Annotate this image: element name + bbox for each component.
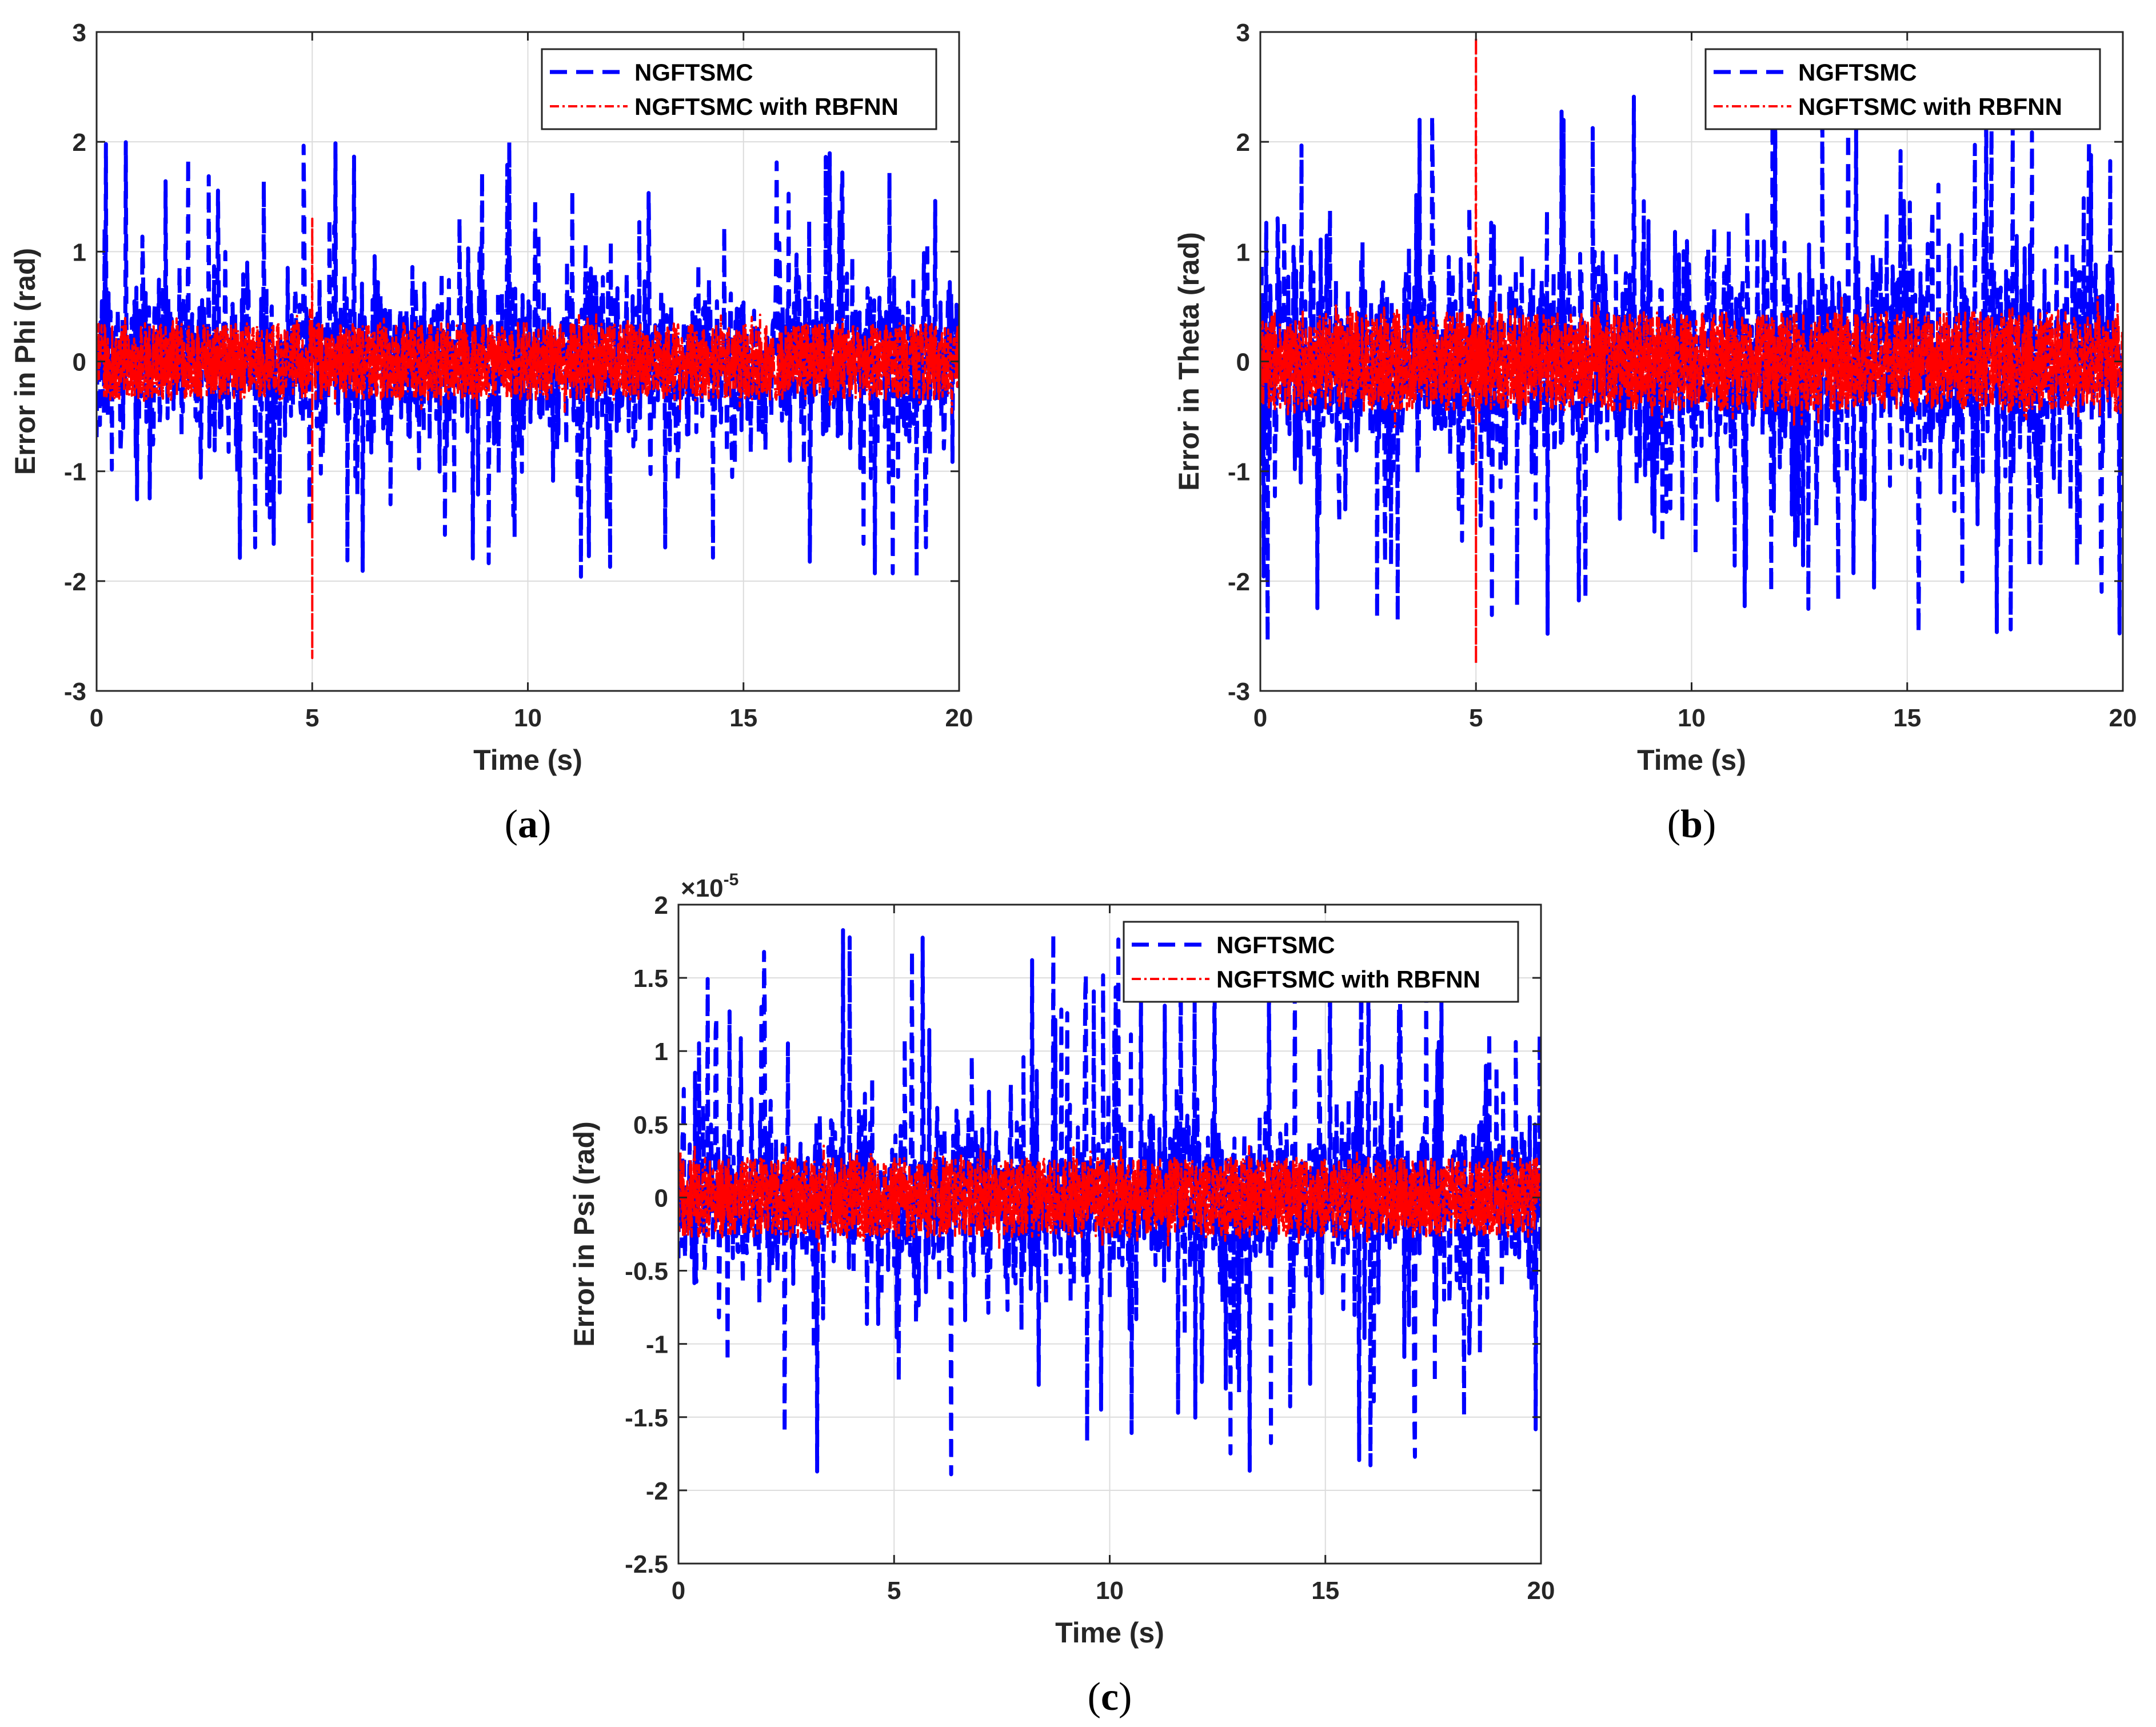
x-tick-label: 5 xyxy=(887,1577,901,1605)
panel-paren-close: ) xyxy=(1703,802,1716,846)
panel-letter: a xyxy=(518,802,538,846)
panel-paren-open: ( xyxy=(1088,1675,1101,1719)
x-axis-label: Time (s) xyxy=(1637,744,1746,776)
exponent-base: ×10 xyxy=(681,874,724,902)
y-tick-label: 0 xyxy=(654,1184,668,1212)
series-line-ngftsmc-rbfnn xyxy=(1260,36,2123,665)
y-tick-label: 0 xyxy=(1236,349,1250,377)
legend-entry-ngftsmc: NGFTSMC xyxy=(1798,59,1917,86)
y-tick-label: -0.5 xyxy=(625,1258,668,1286)
legend-entry-ngftsmc: NGFTSMC xyxy=(634,59,753,86)
y-tick-label: 1 xyxy=(654,1038,668,1066)
legend-entry-ngftsmc: NGFTSMC xyxy=(1216,932,1335,958)
x-tick-label: 15 xyxy=(1311,1577,1339,1605)
series-line-ngftsmc-rbfnn xyxy=(97,217,959,659)
y-tick-label: 0 xyxy=(73,349,86,377)
x-tick-label: 10 xyxy=(1678,704,1706,732)
y-tick-label: 3 xyxy=(1236,19,1250,47)
legend-box xyxy=(1704,48,2101,130)
legend: NGFTSMC NGFTSMC with RBFNN xyxy=(1704,48,2101,130)
y-tick-label: -1 xyxy=(1228,458,1250,486)
panel-paren-open: ( xyxy=(1667,802,1680,846)
y-tick-label: 3 xyxy=(73,19,86,47)
y-tick-label: 1 xyxy=(73,238,86,266)
y-axis-label: Error in Theta (rad) xyxy=(1173,232,1205,491)
panel-paren-close: ) xyxy=(538,802,551,846)
series-line-ngftsmc-rbfnn xyxy=(678,1143,1541,1252)
legend-entry-ngftsmc-rbfnn: NGFTSMC with RBFNN xyxy=(1798,93,2062,120)
panel-letter: c xyxy=(1101,1675,1119,1719)
x-tick-label: 15 xyxy=(1893,704,1921,732)
y-tick-label: -1 xyxy=(646,1331,668,1359)
legend-box xyxy=(541,48,937,130)
x-tick-label: 0 xyxy=(672,1577,685,1605)
chart-a-error-phi: 0 5 10 15 20 -3 -2 -1 0 1 2 3 Time (s) Error in Phi (… xyxy=(9,19,973,846)
y-tick-label: -1 xyxy=(64,458,86,486)
x-tick-label: 10 xyxy=(1096,1577,1124,1605)
data-layer xyxy=(678,927,1541,1477)
y-tick-label: -2 xyxy=(1228,568,1250,596)
y-tick-label: 1 xyxy=(1236,238,1250,266)
exponent-power: -5 xyxy=(724,870,739,889)
panel-paren-close: ) xyxy=(1119,1675,1132,1719)
legend: NGFTSMC NGFTSMC with RBFNN xyxy=(541,48,937,130)
y-axis-label: Error in Phi (rad) xyxy=(9,248,41,475)
y-tick-label: 2 xyxy=(73,129,86,157)
y-axis-exponent: ×10-5 xyxy=(681,870,738,902)
x-axis-label: Time (s) xyxy=(1055,1617,1164,1649)
panel-label: (c) xyxy=(1088,1675,1132,1719)
x-tick-label: 20 xyxy=(2109,704,2137,732)
y-tick-label: -2 xyxy=(64,568,86,596)
panel-label: (a) xyxy=(505,802,552,846)
y-tick-label: -3 xyxy=(1228,678,1250,706)
y-tick-label: 1.5 xyxy=(633,965,668,993)
y-tick-label: 2 xyxy=(654,892,668,920)
panel-label: (b) xyxy=(1667,802,1716,846)
data-layer xyxy=(1260,36,2123,665)
y-tick-label: -2.5 xyxy=(625,1550,668,1578)
x-tick-label: 10 xyxy=(514,704,542,732)
x-tick-label: 5 xyxy=(1469,704,1483,732)
y-tick-label: -3 xyxy=(64,678,86,706)
chart-b-error-theta: 0 5 10 15 20 -3 -2 -1 0 1 2 3 Time (s) Error in Theta… xyxy=(1173,19,2137,846)
chart-c-error-psi: 0 5 10 15 20 -2.5 -2 -1.5 -1 -0.5 0 0.5 1 1.5 2 ×10-5 Ti… xyxy=(568,870,1555,1719)
y-tick-label: -1.5 xyxy=(625,1404,668,1432)
legend: NGFTSMC NGFTSMC with RBFNN xyxy=(1123,921,1519,1003)
x-tick-label: 5 xyxy=(305,704,319,732)
legend-entry-ngftsmc-rbfnn: NGFTSMC with RBFNN xyxy=(634,93,899,120)
x-tick-label: 0 xyxy=(1253,704,1267,732)
x-tick-label: 20 xyxy=(945,704,973,732)
panel-paren-open: ( xyxy=(505,802,518,846)
data-layer xyxy=(97,139,959,659)
legend-box xyxy=(1123,921,1519,1003)
legend-entry-ngftsmc-rbfnn: NGFTSMC with RBFNN xyxy=(1216,966,1480,993)
x-tick-label: 20 xyxy=(1527,1577,1555,1605)
y-tick-label: 0.5 xyxy=(633,1111,668,1139)
x-tick-label: 15 xyxy=(729,704,757,732)
y-tick-label: 2 xyxy=(1236,129,1250,157)
y-axis-label: Error in Psi (rad) xyxy=(568,1121,600,1347)
y-tick-label: -2 xyxy=(646,1477,668,1505)
x-tick-label: 0 xyxy=(90,704,103,732)
x-axis-label: Time (s) xyxy=(473,744,582,776)
panel-letter: b xyxy=(1680,802,1703,846)
